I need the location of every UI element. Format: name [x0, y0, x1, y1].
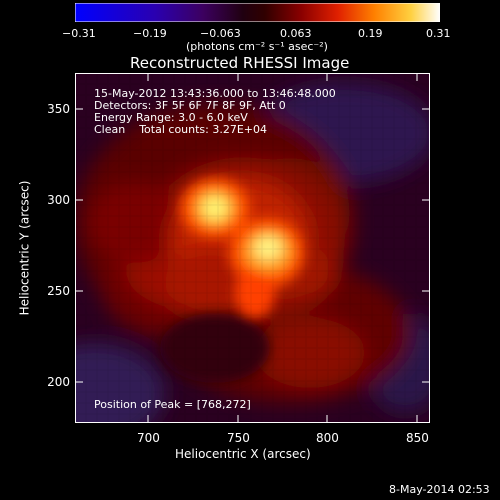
y-tick-200: 200 [47, 375, 70, 389]
colorbar-units: (photons cm⁻² s⁻¹ asec⁻²) [186, 40, 328, 53]
colorbar-tick-3: −0.063 [200, 27, 241, 40]
colorbar-tick-2: −0.19 [133, 27, 167, 40]
x-axis-label: Heliocentric X (arcsec) [175, 447, 311, 461]
info-energy: Energy Range: 3.0 - 6.0 keV [94, 111, 248, 124]
y-tick-250: 250 [47, 284, 70, 298]
rhessi-image [75, 73, 430, 423]
colorbar-tick-6: 0.31 [426, 27, 451, 40]
info-time-range: 15-May-2012 13:43:36.000 to 13:46:48.000 [94, 87, 336, 100]
info-detectors: Detectors: 3F 5F 6F 7F 8F 9F, Att 0 [94, 99, 286, 112]
x-tick-750: 750 [227, 431, 250, 445]
footer-date: 8-May-2014 02:53 [389, 483, 490, 496]
image-title: Reconstructed RHESSI Image [130, 54, 350, 72]
colorbar-tick-4: 0.063 [280, 27, 312, 40]
colorbar-tick-1: −0.31 [62, 27, 96, 40]
colorbar [75, 3, 440, 22]
y-tick-300: 300 [47, 193, 70, 207]
x-tick-850: 850 [406, 431, 429, 445]
y-axis-label: Heliocentric Y (arcsec) [17, 180, 32, 316]
colorbar-tick-5: 0.19 [358, 27, 383, 40]
peak-position: Position of Peak = [768,272] [94, 398, 251, 411]
y-tick-350: 350 [47, 102, 70, 116]
x-tick-800: 800 [316, 431, 339, 445]
info-method: Clean Total counts: 3.27E+04 [94, 123, 268, 136]
x-tick-700: 700 [137, 431, 160, 445]
